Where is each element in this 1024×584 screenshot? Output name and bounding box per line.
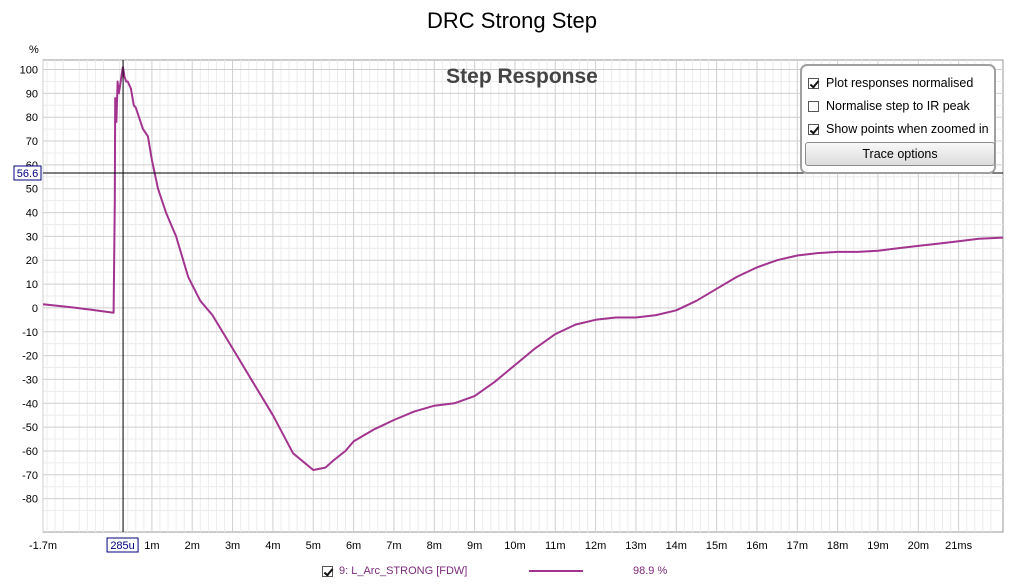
x-tick-label: 14m — [666, 540, 687, 552]
options-panel: Plot responses normalised Normalise step… — [800, 64, 996, 174]
x-tick-label: 3m — [225, 540, 240, 552]
legend-trace-line — [529, 570, 583, 572]
legend-trace-checkbox[interactable] — [322, 565, 333, 577]
chart-title: Step Response — [446, 65, 598, 88]
checkbox-normalise-step[interactable] — [808, 100, 819, 112]
cursor-x-readout: 285u — [110, 540, 134, 552]
x-tick-label: 2m — [185, 540, 200, 552]
x-tick-label: -1.7m — [29, 540, 57, 552]
y-tick-label: 90 — [26, 88, 38, 100]
cursor-y-readout-box — [13, 165, 42, 181]
x-tick-label: 6m — [346, 540, 361, 552]
x-tick-label: 12m — [585, 540, 606, 552]
y-tick-label: 50 — [26, 184, 38, 196]
legend: 9: L_Arc_STRONG [FDW] 98.9 % — [322, 563, 667, 579]
checkbox-show-points[interactable] — [808, 123, 819, 135]
option-show-points-label: Show points when zoomed in — [826, 122, 989, 136]
x-tick-label: 1m — [144, 540, 159, 552]
x-tick-label: 9m — [467, 540, 482, 552]
y-tick-label: 100 — [20, 65, 38, 77]
y-tick-label: -80 — [22, 494, 38, 506]
y-tick-label: 70 — [26, 136, 38, 148]
y-tick-label: 80 — [26, 112, 38, 124]
x-tick-label: 16m — [746, 540, 767, 552]
x-tick-label: 4m — [265, 540, 280, 552]
x-tick-label: 11m — [545, 540, 566, 552]
x-tick-label: 8m — [427, 540, 442, 552]
trace-options-button[interactable]: Trace options — [805, 142, 995, 166]
checkbox-plot-normalised[interactable] — [808, 77, 819, 89]
x-tick-label: 7m — [386, 540, 401, 552]
y-tick-label: -70 — [22, 470, 38, 482]
x-tick-label: 15m — [706, 540, 727, 552]
x-tick-label: 19m — [867, 540, 888, 552]
y-tick-label: 0 — [32, 303, 38, 315]
option-show-points[interactable]: Show points when zoomed in — [808, 120, 989, 138]
legend-trace-value: 98.9 % — [633, 565, 668, 577]
y-tick-label: -50 — [22, 422, 38, 434]
x-tick-label: 10m — [504, 540, 525, 552]
y-tick-label: -20 — [22, 351, 38, 363]
x-tick-label: 18m — [827, 540, 848, 552]
y-tick-label: -10 — [22, 327, 38, 339]
option-plot-normalised-label: Plot responses normalised — [826, 76, 974, 90]
x-tick-label: 13m — [625, 540, 646, 552]
y-tick-label: -30 — [22, 374, 38, 386]
x-tick-label: 20m — [908, 540, 929, 552]
y-tick-label: 20 — [26, 255, 38, 267]
y-axis-unit: % — [29, 44, 39, 56]
y-tick-label: -60 — [22, 446, 38, 458]
y-tick-label: 40 — [26, 208, 38, 220]
cursor-y-readout: 56.6 — [17, 168, 38, 180]
option-normalise-step[interactable]: Normalise step to IR peak — [808, 97, 970, 115]
legend-trace-name: 9: L_Arc_STRONG [FDW] — [339, 565, 468, 577]
x-tick-label: 21ms — [945, 540, 972, 552]
option-normalise-step-label: Normalise step to IR peak — [826, 99, 970, 113]
x-tick-label: 17m — [787, 540, 808, 552]
cursor-x-readout-box — [106, 537, 139, 553]
y-tick-label: -40 — [22, 398, 38, 410]
option-plot-normalised[interactable]: Plot responses normalised — [808, 74, 973, 92]
y-tick-label: 10 — [26, 279, 38, 291]
x-tick-label: 5m — [306, 540, 321, 552]
y-tick-label: 30 — [26, 231, 38, 243]
window-title: DRC Strong Step — [427, 8, 597, 33]
